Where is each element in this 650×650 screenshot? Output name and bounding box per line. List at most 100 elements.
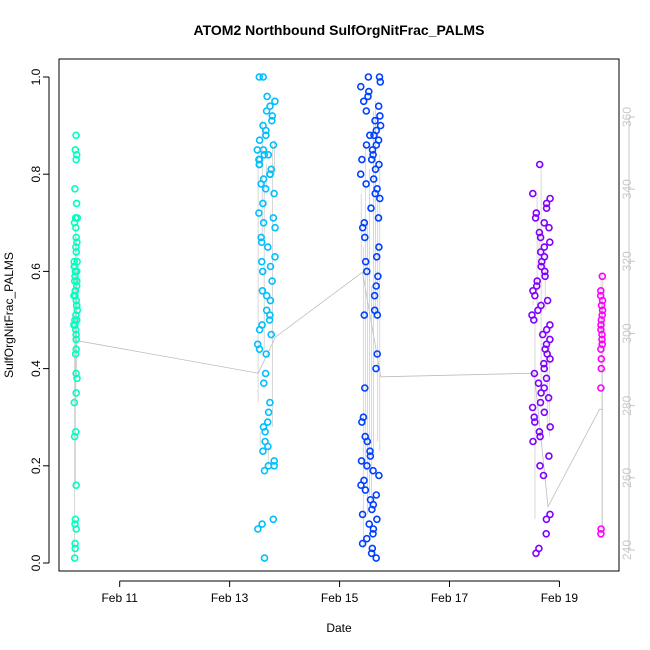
data-point [545,452,553,460]
data-point [258,286,267,295]
data-point [537,262,546,271]
data-point [253,146,262,154]
data-point [70,554,79,562]
data-point [376,112,384,120]
data-point [270,457,279,465]
data-point [269,141,278,149]
data-point [257,238,266,246]
data-point [543,296,552,305]
data-point [266,102,274,110]
data-point [270,189,278,198]
data-point [72,296,81,305]
data-point [261,369,270,378]
data-point [369,466,377,475]
data-point [545,238,554,246]
data-point [598,335,606,344]
data-point [71,520,79,528]
data-point [375,160,383,169]
y-tick-label: 1.0 [29,68,43,85]
data-point [71,325,80,334]
data-point [539,471,548,480]
data-point [271,252,279,261]
secondary-trace-line [74,271,603,509]
data-point [71,515,80,524]
data-point [258,520,266,528]
data-point [537,389,545,397]
data-point [358,539,367,548]
data-point [258,267,267,276]
data-point [597,355,606,363]
data-point [72,151,81,159]
data-point [535,427,544,436]
data-point [72,199,81,208]
data-point [358,418,366,426]
data-point [262,291,271,300]
data-point [542,374,551,383]
data-point [72,155,80,164]
data-point [365,520,374,528]
data-point [542,325,551,334]
data-point [542,515,551,524]
data-point [540,219,549,227]
data-point [536,432,544,441]
data-point [597,384,605,392]
data-point [542,199,551,208]
data-point [541,272,549,281]
x-tick-label: Feb 13 [211,591,249,605]
data-point [262,126,270,135]
data-point [371,189,380,198]
data-point [358,155,366,164]
data-point [70,398,79,407]
data-point [362,107,371,115]
data-point [255,209,263,217]
data-point [269,515,278,524]
data-point [362,534,371,543]
data-point [364,87,373,96]
data-point [373,350,382,358]
data-point [260,466,269,475]
series-3-group [356,73,385,562]
data-point [259,379,268,388]
data-point [263,92,271,101]
data-point [255,345,264,354]
data-point [531,214,540,222]
data-point [372,364,380,373]
data-point [597,321,605,329]
data-point [373,515,381,524]
data-point [257,233,266,242]
data-point [72,248,81,256]
data-point [536,248,545,256]
data-point [365,131,374,140]
data-point [597,325,605,334]
data-point [255,325,264,334]
data-point [362,180,370,188]
data-point [369,175,378,183]
secondary-trace-layer [73,101,604,559]
plot-frame [58,58,620,572]
data-point [357,457,366,465]
data-point [376,78,385,86]
data-point [597,301,606,310]
data-point [539,359,548,368]
data-point [259,447,267,456]
y-axis-label: SulfOrgNitFrac_PALMS [2,252,16,378]
data-point [597,529,605,538]
data-point [72,282,81,290]
data-point [374,102,383,110]
data-point [540,364,549,373]
data-point [72,525,80,533]
data-point [532,209,541,217]
data-point [72,335,80,344]
data-point [264,442,272,451]
data-point [262,107,271,115]
data-point [363,437,372,446]
y-tick-label: 0.6 [29,263,43,280]
data-point [72,369,80,378]
data-point [70,432,79,441]
data-point [528,403,537,412]
data-point [268,277,276,285]
data-point [72,311,80,319]
data-point [72,345,80,354]
data-point [370,131,378,140]
y2-tick-label: 240 [620,540,634,560]
